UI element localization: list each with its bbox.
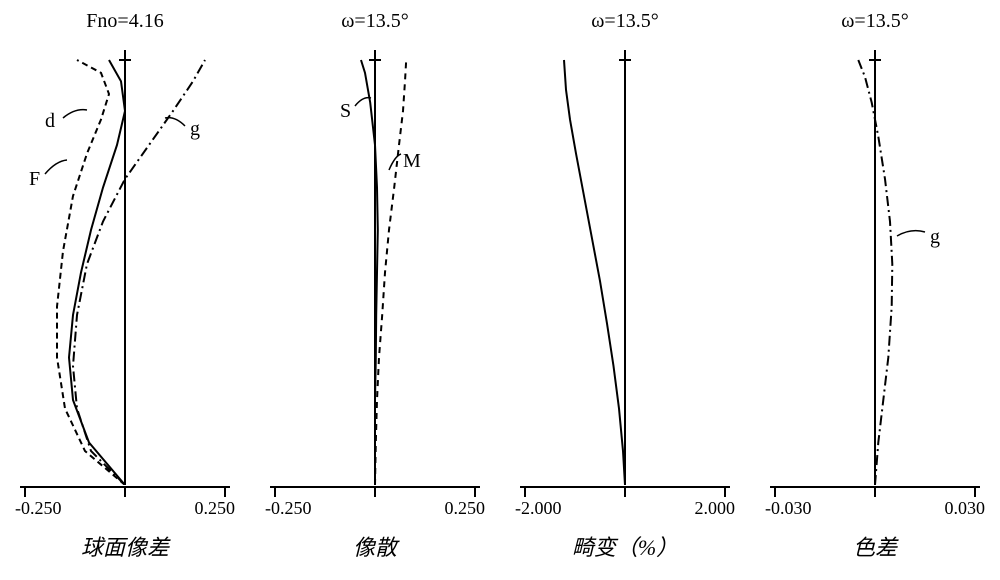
xtick-right: 0.250 [195,498,236,519]
curve-F [57,60,125,485]
label-pointer [897,231,925,236]
label-pointer [389,154,401,170]
curve-label-F: F [29,168,40,191]
panel-title: Fno=4.16 [5,10,245,33]
plot-area [255,40,495,485]
xtick-left: -0.030 [765,498,812,519]
curve-label-d: d [45,110,55,133]
bottom-label: 畸变（%） [505,530,745,562]
xtick-right: 0.250 [445,498,486,519]
curve-dist [564,60,625,485]
panel-astigmatism: ω=13.5° -0.250 0.250 像散 S M [255,10,495,570]
bottom-label: 色差 [755,530,995,562]
label-pointer [63,110,87,118]
bottom-label: 像散 [255,530,495,562]
curve-label-g: g [930,226,940,249]
panel-title: ω=13.5° [255,10,495,33]
panel-chromatic: ω=13.5° -0.030 0.030 色差 g [755,10,995,570]
panel-title: ω=13.5° [755,10,995,33]
xtick-left: -2.000 [515,498,562,519]
plot-area [505,40,745,485]
curve-M [375,60,406,485]
xtick-left: -0.250 [15,498,62,519]
plot-area [755,40,995,485]
curve-label-M: M [403,150,421,173]
curve-d [69,60,125,485]
xtick-right: 2.000 [695,498,736,519]
bottom-label: 球面像差 [5,530,245,562]
curve-label-g: g [190,118,200,141]
panel-distortion: ω=13.5° -2.000 2.000 畸变（%） [505,10,745,570]
label-pointer [45,160,67,174]
plot-area [5,40,245,485]
panel-spherical: Fno=4.16 -0.250 0.250 球面像差 d g F [5,10,245,570]
xtick-left: -0.250 [265,498,312,519]
curve-g [73,60,205,485]
curve-label-S: S [340,100,351,123]
panel-title: ω=13.5° [505,10,745,33]
xtick-right: 0.030 [945,498,986,519]
